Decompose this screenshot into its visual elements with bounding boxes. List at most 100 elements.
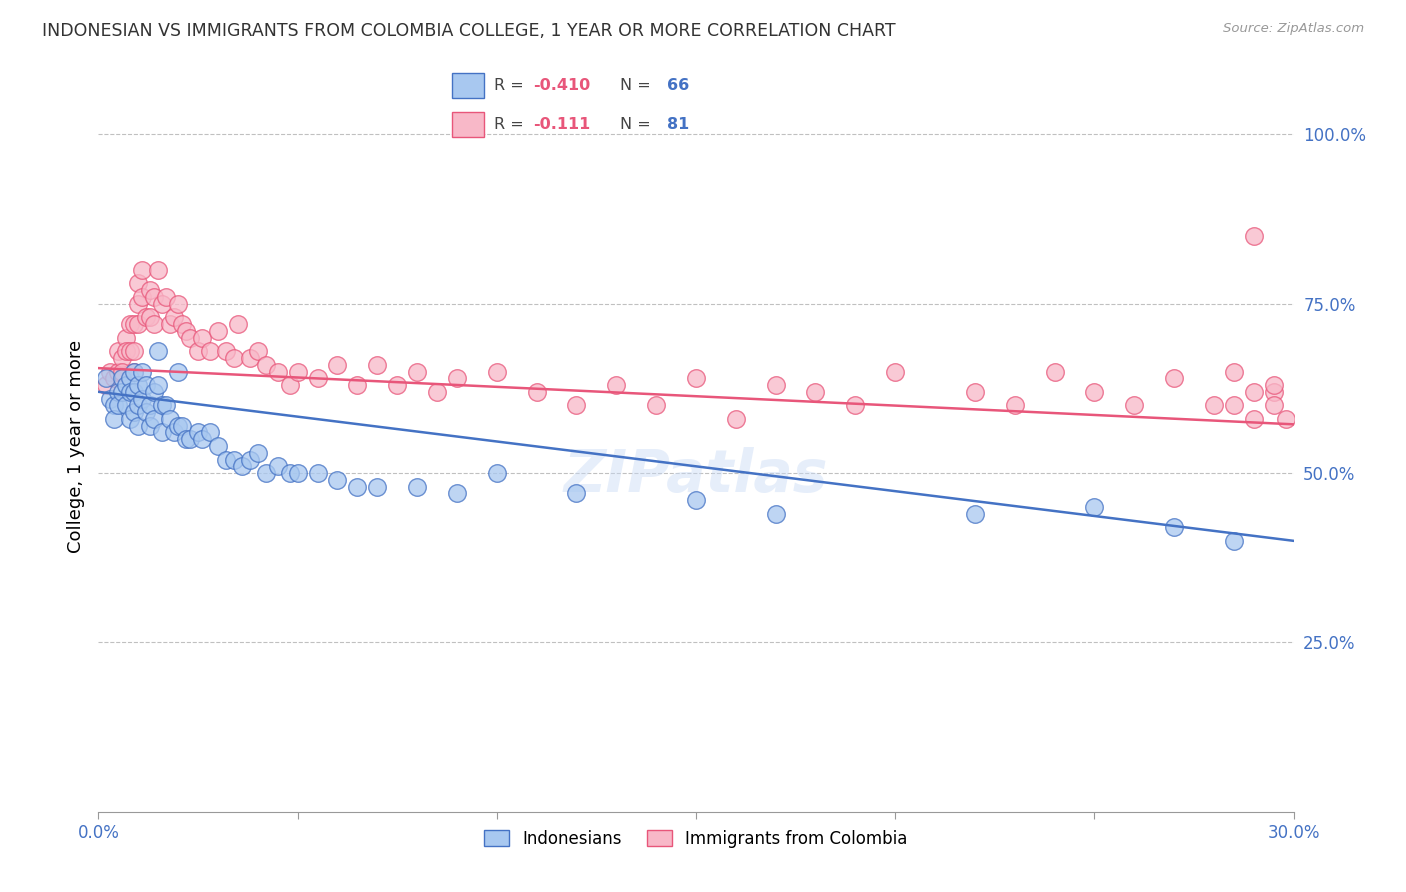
Point — [115, 378, 138, 392]
Point — [187, 344, 209, 359]
Point — [287, 364, 309, 378]
Point — [172, 418, 194, 433]
Point — [124, 405, 146, 419]
Point — [179, 432, 201, 446]
Point — [287, 466, 309, 480]
Point — [1202, 398, 1225, 412]
Point — [1274, 412, 1296, 426]
Text: ZIPatlas: ZIPatlas — [564, 447, 828, 504]
Text: R =: R = — [494, 78, 529, 93]
Point — [124, 364, 146, 378]
Point — [246, 446, 269, 460]
Point — [326, 473, 349, 487]
Point — [565, 398, 588, 412]
Point — [1243, 384, 1265, 399]
Point — [1004, 398, 1026, 412]
FancyBboxPatch shape — [453, 72, 484, 98]
Point — [685, 493, 707, 508]
Point — [148, 263, 170, 277]
Point — [278, 378, 301, 392]
Point — [1083, 384, 1105, 399]
Point — [143, 290, 166, 304]
Point — [254, 466, 277, 480]
Point — [115, 344, 138, 359]
Point — [191, 432, 214, 446]
Point — [131, 290, 153, 304]
Point — [111, 364, 134, 378]
Point — [565, 486, 588, 500]
Point — [1123, 398, 1146, 412]
Point — [207, 439, 229, 453]
Text: R =: R = — [494, 117, 533, 132]
Point — [103, 412, 125, 426]
Point — [207, 324, 229, 338]
Point — [485, 364, 508, 378]
Point — [163, 310, 186, 325]
Text: INDONESIAN VS IMMIGRANTS FROM COLOMBIA COLLEGE, 1 YEAR OR MORE CORRELATION CHART: INDONESIAN VS IMMIGRANTS FROM COLOMBIA C… — [42, 22, 896, 40]
Point — [135, 310, 157, 325]
Point — [231, 459, 253, 474]
Text: 81: 81 — [668, 117, 690, 132]
Point — [120, 344, 142, 359]
Point — [278, 466, 301, 480]
Point — [963, 384, 986, 399]
Point — [1263, 384, 1285, 399]
Point — [107, 384, 129, 399]
Point — [150, 425, 173, 440]
Text: N =: N = — [620, 117, 661, 132]
Point — [131, 392, 153, 406]
Point — [1163, 371, 1185, 385]
Point — [1043, 364, 1066, 378]
Point — [526, 384, 548, 399]
Point — [127, 297, 149, 311]
Point — [167, 297, 190, 311]
Point — [139, 283, 162, 297]
Point — [131, 364, 153, 378]
Point — [139, 398, 162, 412]
Text: Source: ZipAtlas.com: Source: ZipAtlas.com — [1223, 22, 1364, 36]
Point — [239, 452, 262, 467]
Point — [366, 480, 388, 494]
Point — [124, 384, 146, 399]
Point — [406, 364, 429, 378]
Text: -0.111: -0.111 — [533, 117, 591, 132]
Point — [222, 351, 245, 365]
Point — [187, 425, 209, 440]
Point — [215, 344, 238, 359]
Point — [98, 392, 122, 406]
Point — [346, 480, 368, 494]
Point — [804, 384, 827, 399]
Point — [254, 358, 277, 372]
Point — [127, 277, 149, 291]
Point — [143, 412, 166, 426]
Point — [605, 378, 627, 392]
Point — [131, 263, 153, 277]
Point — [143, 384, 166, 399]
Point — [1083, 500, 1105, 514]
Point — [111, 371, 134, 385]
Point — [685, 371, 707, 385]
Text: 66: 66 — [668, 78, 690, 93]
Point — [1163, 520, 1185, 534]
Point — [1243, 229, 1265, 244]
Point — [267, 364, 290, 378]
Point — [120, 371, 142, 385]
Point — [107, 364, 129, 378]
Text: -0.410: -0.410 — [533, 78, 591, 93]
Point — [446, 371, 468, 385]
Point — [1263, 378, 1285, 392]
Point — [139, 418, 162, 433]
Point — [148, 344, 170, 359]
Point — [267, 459, 290, 474]
Point — [96, 378, 118, 392]
Point — [426, 384, 449, 399]
Point — [103, 398, 125, 412]
Point — [1223, 533, 1246, 548]
Point — [167, 418, 190, 433]
Point — [139, 310, 162, 325]
Point — [127, 418, 149, 433]
Point — [120, 384, 142, 399]
Point — [307, 371, 329, 385]
Point — [124, 344, 146, 359]
Point — [124, 317, 146, 331]
